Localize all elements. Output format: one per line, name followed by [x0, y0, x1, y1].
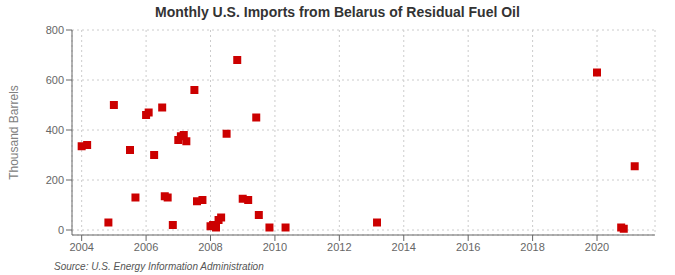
svg-text:800: 800 [46, 24, 64, 36]
svg-text:2016: 2016 [456, 241, 480, 253]
html-text:Source: U.S. Energy Informatio: Source: U.S. Energy Information Administ… [54, 261, 264, 272]
svg-text:2012: 2012 [327, 241, 351, 253]
html-text:Monthly U.S. Imports from Bela: Monthly U.S. Imports from Belarus of Res… [155, 4, 520, 20]
svg-text:2008: 2008 [198, 241, 222, 253]
svg-text:2018: 2018 [520, 241, 544, 253]
svg-text:2006: 2006 [134, 241, 158, 253]
svg-text:2004: 2004 [69, 241, 93, 253]
svg-text:400: 400 [46, 124, 64, 136]
svg-text:0: 0 [58, 224, 64, 236]
svg-text:600: 600 [46, 74, 64, 86]
svg-text:2020: 2020 [585, 241, 609, 253]
svg-text:2014: 2014 [392, 241, 416, 253]
svg-text:200: 200 [46, 174, 64, 186]
svg-text:2010: 2010 [263, 241, 287, 253]
svg-text:Thousand Barrels: Thousand Barrels [8, 85, 21, 180]
